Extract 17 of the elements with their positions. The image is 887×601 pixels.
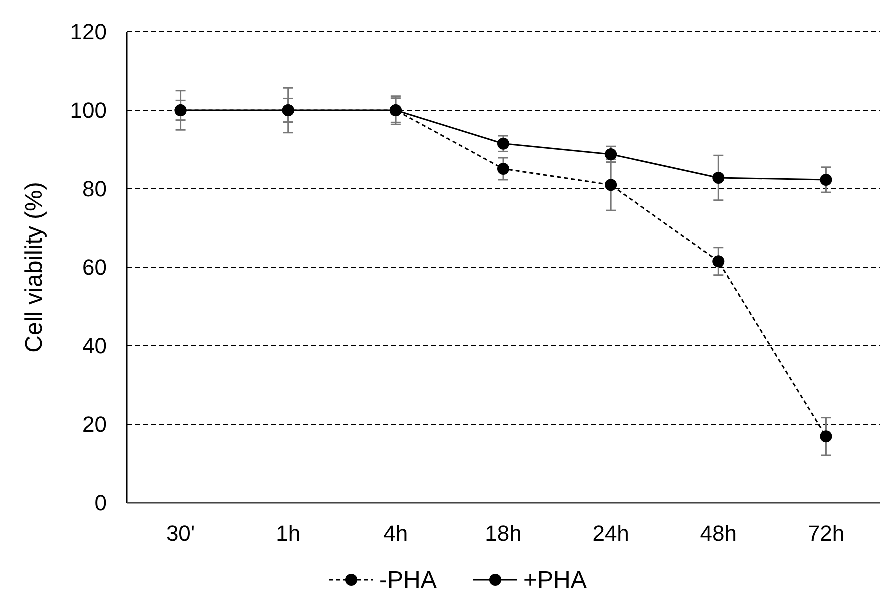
legend-label: -PHA [380, 567, 437, 594]
y-tick-label: 100 [70, 98, 107, 124]
y-tick-label: 40 [82, 334, 107, 359]
y-tick-label: 80 [82, 176, 107, 202]
y-tick-label: 120 [70, 20, 107, 45]
x-tick-label: 18h [485, 521, 522, 546]
x-tick-label: 72h [808, 521, 845, 546]
x-tick-label: 48h [700, 521, 737, 546]
y-tick-label: 20 [82, 412, 107, 438]
legend-label: +PHA [524, 567, 587, 594]
y-axis-title: Cell viability (%) [21, 182, 48, 353]
x-tick-label: 24h [592, 521, 630, 546]
x-tick-label: 1h [276, 521, 301, 546]
x-tick-label: 30' [166, 521, 196, 546]
x-tick-label: 4h [384, 521, 408, 546]
y-tick-label: 0 [94, 490, 107, 516]
y-tick-label: 60 [82, 255, 107, 280]
